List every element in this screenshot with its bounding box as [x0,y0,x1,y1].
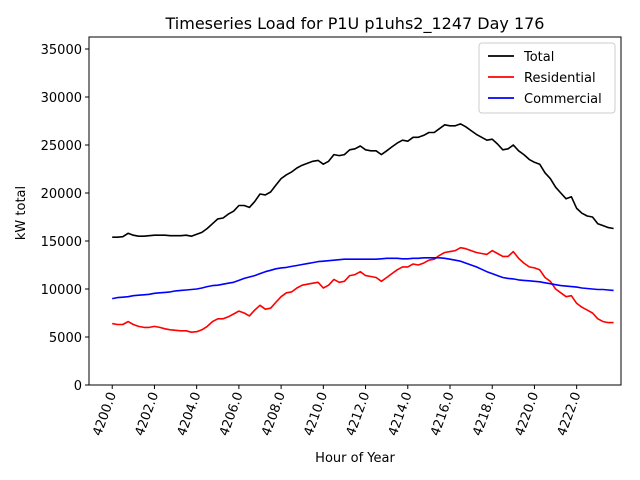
series-line-total [112,123,614,238]
y-tick-label: 5000 [49,331,82,346]
y-tick-label: 30000 [41,91,82,106]
y-axis-label: kW total [14,186,29,240]
plot-frame [88,36,622,386]
y-tick-label: 10000 [41,283,82,298]
series-line-commercial [112,256,614,300]
legend-label: Commercial [524,92,602,107]
legend-label: Residential [524,71,596,86]
legend: Total Residential Commercial [478,42,616,114]
legend-box [478,42,616,114]
chart-title: Timeseries Load for P1U p1uhs2_1247 Day … [165,14,545,34]
series-lines [112,123,614,334]
y-tick-label: 15000 [41,235,82,250]
series-line-residential [112,246,614,334]
y-tick-label: 20000 [41,187,82,202]
y-tick-label: 25000 [41,139,82,154]
y-tick-label: 35000 [41,43,82,58]
y-tick-label: 0 [74,379,82,394]
legend-label: Total [523,50,554,65]
x-axis-label: Hour of Year [315,451,395,466]
